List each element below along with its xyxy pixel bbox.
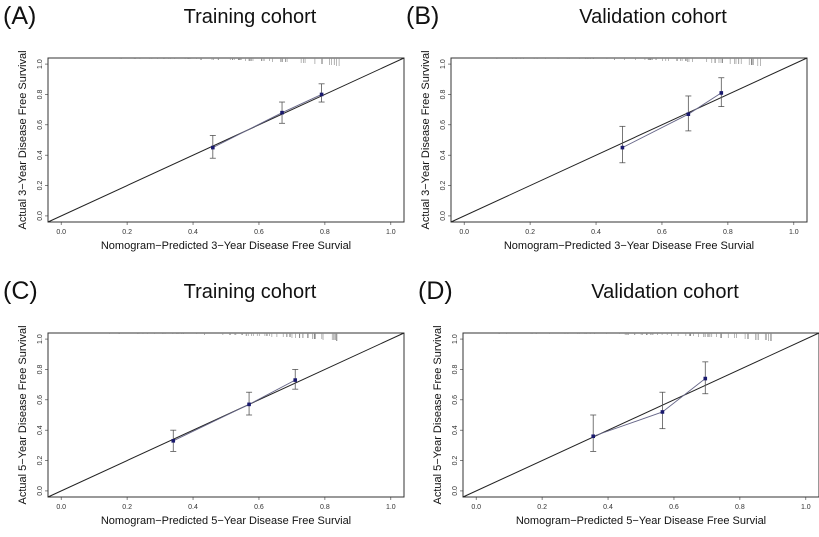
y-tick-label: 1.0 [37, 59, 44, 69]
x-axis-label: Nomogram−Predicted 5−Year Disease Free S… [516, 515, 766, 527]
y-tick-label: 0.2 [440, 181, 447, 191]
calibration-plot: 0.0 0.2 0.4 0.6 0.8 1.0 0.0 0.2 0.4 0.6 0.8 1.0 Nomo… [17, 50, 405, 252]
y-tick-label: 1.0 [440, 59, 447, 69]
chart-title: Training cohort [183, 6, 317, 28]
data-point [719, 91, 724, 95]
data-point [319, 92, 324, 97]
data-point [660, 410, 665, 414]
x-tick-label: 0.6 [657, 229, 667, 236]
y-axis-label: Actual 3−Year Disease Free Survival [17, 50, 29, 229]
y-axis-label: Actual 3−Year Disease Free Survival [420, 50, 432, 229]
data-point [211, 145, 215, 150]
plot-frame [47, 332, 405, 498]
x-axis-label: Nomogram−Predicted 5−Year Disease Free S… [101, 515, 351, 527]
x-axis-label: Nomogram−Predicted 3−Year Disease Free S… [101, 240, 351, 252]
y-tick-label: 0.6 [37, 395, 44, 405]
x-tick-label: 0.6 [254, 504, 264, 511]
panel-label: (A) [3, 2, 37, 30]
y-tick-label: 0.8 [37, 89, 44, 99]
calibration-plot: 0.0 0.2 0.4 0.6 0.8 1.0 0.0 0.2 0.4 0.6 0.8 1.0 Nomo… [17, 325, 405, 527]
panel-d: (D) Validation cohort 0.0 0.2 0.4 0.6 0.8 1.0 0.… [415, 275, 819, 537]
y-tick-label: 0.8 [452, 364, 459, 374]
y-tick-label: 0.6 [452, 395, 459, 405]
reference-line [450, 57, 808, 223]
y-tick-label: 0.6 [37, 120, 44, 130]
y-axis-label: Actual 5−Year Disease Free Survival [432, 325, 444, 504]
reference-line [462, 332, 819, 498]
x-tick-label: 0.4 [603, 504, 613, 511]
x-tick-label: 0.2 [537, 504, 547, 511]
data-point [703, 376, 708, 381]
reference-line [47, 57, 405, 223]
x-tick-label: 0.0 [459, 229, 469, 236]
x-tick-label: 0.6 [254, 229, 264, 236]
y-tick-label: 0.4 [452, 425, 459, 435]
y-tick-label: 1.0 [452, 334, 459, 344]
panel-a: (A) Training cohort 0.0 0.2 0.4 0.6 0.8 1.0 0.0 0… [0, 0, 410, 262]
data-point [686, 112, 691, 116]
x-tick-label: 0.4 [188, 504, 198, 511]
y-tick-label: 0.4 [440, 150, 447, 160]
y-tick-label: 0.0 [440, 211, 447, 221]
calibration-plot: 0.0 0.2 0.4 0.6 0.8 1.0 0.0 0.2 0.4 0.6 0.8 1.0 Nomo… [432, 325, 819, 527]
x-tick-label: 1.0 [801, 504, 811, 511]
y-tick-label: 0.2 [37, 181, 44, 191]
panel-label: (C) [3, 277, 38, 305]
x-tick-label: 1.0 [386, 229, 396, 236]
x-tick-label: 0.6 [669, 504, 679, 511]
data-point [171, 439, 176, 443]
y-tick-label: 0.2 [37, 456, 44, 466]
calibration-plot: 0.0 0.2 0.4 0.6 0.8 1.0 0.0 0.2 0.4 0.6 0.8 1.0 Nomo… [420, 50, 808, 252]
x-tick-label: 1.0 [386, 504, 396, 511]
y-tick-label: 1.0 [37, 334, 44, 344]
x-tick-label: 0.2 [122, 504, 132, 511]
y-tick-label: 0.0 [37, 211, 44, 221]
data-point [620, 145, 625, 150]
plot-frame [47, 57, 405, 223]
x-tick-label: 0.8 [735, 504, 745, 511]
x-tick-label: 0.8 [320, 504, 330, 511]
y-tick-label: 0.6 [440, 120, 447, 130]
x-tick-label: 1.0 [789, 229, 799, 236]
calibration-line [593, 378, 706, 437]
y-tick-label: 0.4 [37, 150, 44, 160]
y-tick-label: 0.0 [452, 486, 459, 496]
x-tick-label: 0.0 [56, 229, 66, 236]
x-tick-label: 0.4 [188, 229, 198, 236]
x-tick-label: 0.0 [471, 504, 481, 511]
x-axis-label: Nomogram−Predicted 3−Year Disease Free S… [504, 240, 754, 252]
panel-c: (C) Training cohort 0.0 0.2 0.4 0.6 0.8 1.0 0.0 0… [0, 275, 410, 537]
data-point [293, 378, 298, 382]
x-tick-label: 0.8 [723, 229, 733, 236]
chart-title: Validation cohort [591, 281, 739, 303]
calibration-line [173, 379, 296, 442]
y-tick-label: 0.0 [37, 486, 44, 496]
x-tick-label: 0.2 [122, 229, 132, 236]
chart-title: Training cohort [183, 281, 317, 303]
panel-b: (B) Validation cohort 0.0 0.2 0.4 0.6 0.8 1.0 0.… [403, 0, 813, 262]
chart-title: Validation cohort [579, 6, 727, 28]
plot-frame [450, 57, 808, 223]
data-point [247, 402, 251, 407]
panel-label: (D) [418, 277, 453, 305]
panel-label: (B) [406, 2, 440, 30]
x-tick-label: 0.4 [591, 229, 601, 236]
data-point [280, 110, 284, 115]
x-tick-label: 0.8 [320, 229, 330, 236]
y-tick-label: 0.4 [37, 425, 44, 435]
y-axis-label: Actual 5−Year Disease Free Survival [17, 325, 29, 504]
x-tick-label: 0.2 [525, 229, 535, 236]
x-tick-label: 0.0 [56, 504, 66, 511]
y-tick-label: 0.8 [440, 89, 447, 99]
data-point [591, 434, 596, 439]
y-tick-label: 0.8 [37, 364, 44, 374]
y-tick-label: 0.2 [452, 456, 459, 466]
